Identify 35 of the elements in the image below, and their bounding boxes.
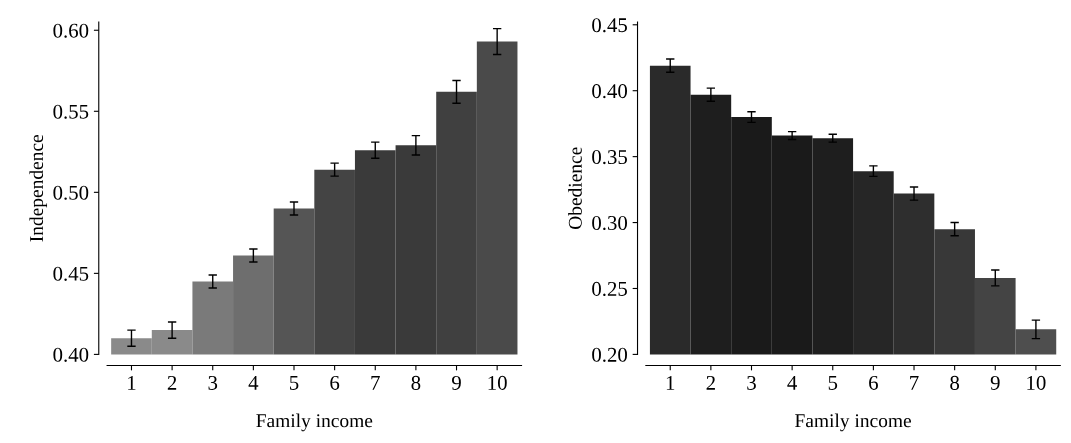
x-tick-label: 9 <box>990 375 1000 390</box>
y-tick-label: 0.50 <box>53 185 89 200</box>
y-tick-label: 0.35 <box>592 150 627 165</box>
x-axis-title: Family income <box>795 413 911 432</box>
y-tick-label: 0.25 <box>592 281 627 296</box>
y-tick-label: 0.55 <box>53 104 89 119</box>
y-axis-title: Obedience <box>568 147 582 230</box>
x-tick-label: 6 <box>330 375 340 390</box>
x-tick-label: 3 <box>208 375 218 390</box>
x-tick-label: 10 <box>488 375 507 390</box>
y-tick-label: 0.45 <box>592 18 627 33</box>
x-tick-label: 4 <box>787 375 798 390</box>
y-tick-label: 0.60 <box>53 23 89 38</box>
x-tick-label: 7 <box>910 376 919 390</box>
x-tick-label: 6 <box>869 375 878 390</box>
x-tick-label: 4 <box>248 375 259 390</box>
x-tick-label: 10 <box>1027 375 1046 390</box>
x-tick-label: 1 <box>666 375 675 390</box>
x-tick-label: 8 <box>411 375 421 390</box>
x-tick-label: 2 <box>706 375 715 390</box>
y-axis-title: Independence <box>29 134 48 242</box>
x-tick-label: 9 <box>451 375 461 390</box>
x-tick-label: 5 <box>290 376 299 390</box>
y-tick-label: 0.30 <box>592 215 628 231</box>
x-tick-label: 2 <box>167 375 177 390</box>
x-tick-label: 7 <box>371 376 380 390</box>
x-tick-label: 1 <box>128 375 136 390</box>
x-tick-label: 5 <box>828 376 838 390</box>
y-tick-label: 0.20 <box>592 347 628 362</box>
x-tick-label: 3 <box>747 375 756 390</box>
y-tick-label: 0.45 <box>53 266 89 281</box>
y-tick-label: 0.40 <box>53 347 89 362</box>
x-tick-label: 8 <box>950 375 960 390</box>
x-axis-title: Family income <box>256 413 373 432</box>
y-tick-label: 0.40 <box>592 84 628 99</box>
